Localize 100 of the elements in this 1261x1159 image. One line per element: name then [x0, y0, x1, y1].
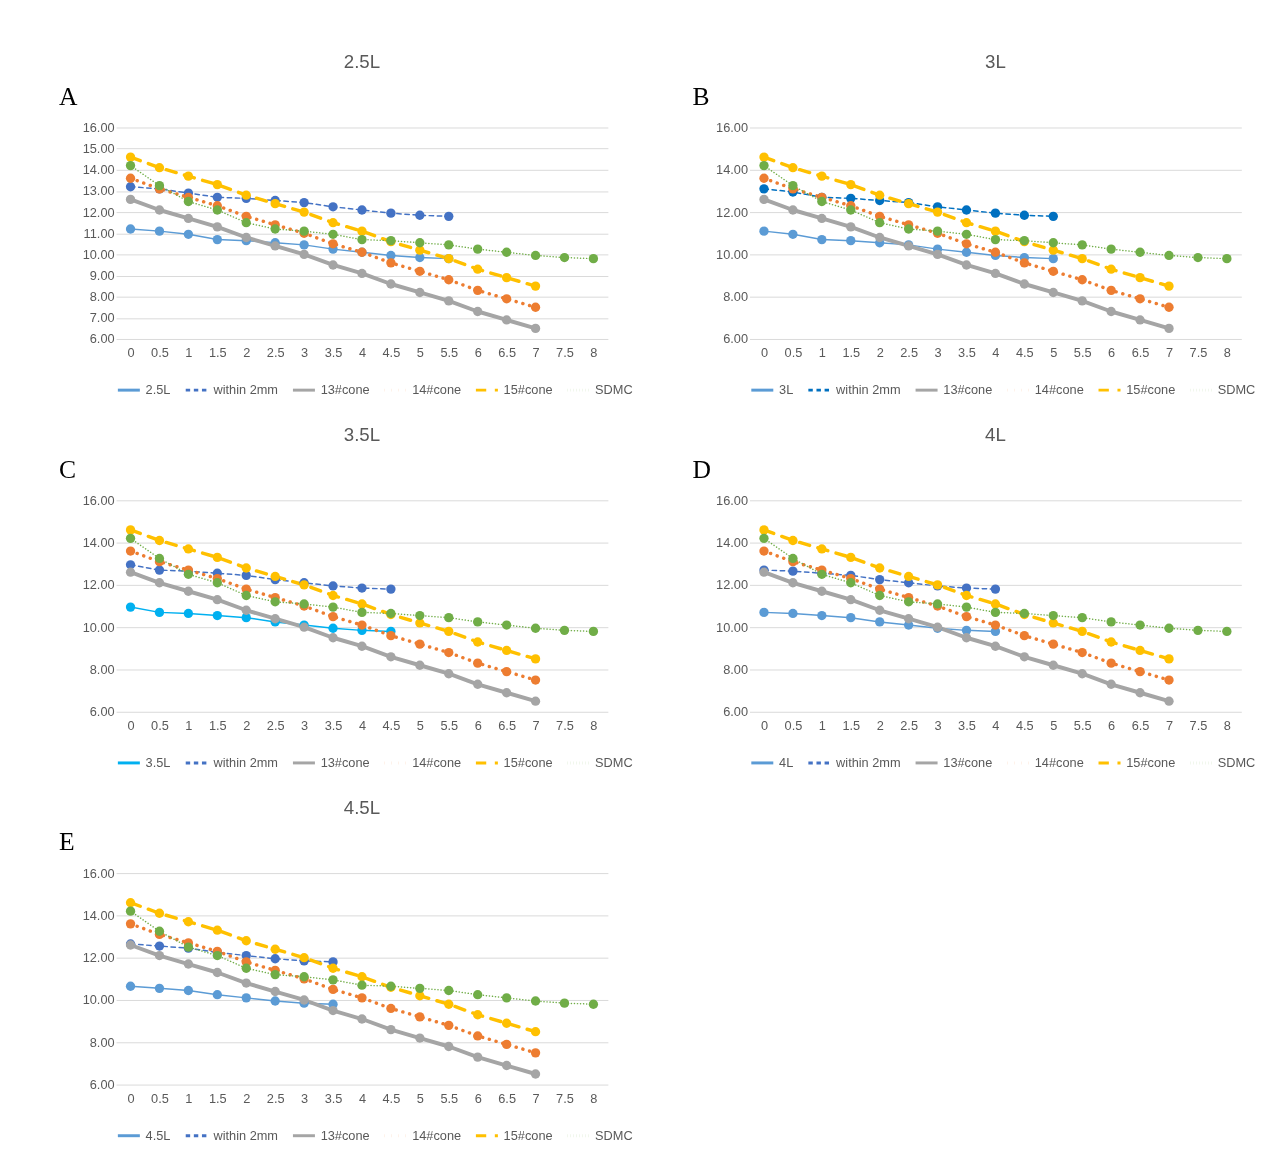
x-tick-label: 5 — [416, 717, 424, 733]
x-tick-label: 7 — [532, 345, 540, 361]
x-tick-label: 8 — [590, 717, 598, 733]
x-tick-label: 6 — [474, 717, 482, 733]
legend-label: 13#cone — [943, 382, 993, 398]
text: B — [692, 81, 710, 111]
x-tick-label: 2 — [243, 717, 251, 733]
legend-label: 3.5L — [145, 754, 171, 770]
x-tick-label: 7 — [1165, 717, 1174, 733]
x-tick-label: 3.5 — [958, 345, 976, 361]
chart-title: 4L — [985, 424, 1006, 446]
x-tick-label: 4 — [992, 345, 1000, 361]
legend-label: within 2mm — [212, 754, 279, 770]
x-tick-label: 5 — [1050, 717, 1058, 733]
x-tick-label: 4 — [992, 717, 1000, 733]
x-tick-label: 5.5 — [440, 717, 459, 733]
y-tick-label: 16.00 — [82, 865, 115, 881]
legend-label: SDMC — [595, 1127, 633, 1143]
y-tick-label: 10.00 — [82, 246, 115, 262]
legend-label: SDMC — [595, 382, 633, 398]
x-tick-label: 8 — [590, 1090, 598, 1106]
x-tick-label: 1.5 — [208, 1090, 227, 1106]
legend-label: 14#cone — [1034, 754, 1084, 770]
y-tick-label: 12.00 — [82, 204, 115, 220]
y-tick-label: 6.00 — [723, 331, 749, 347]
y-tick-label: 8.00 — [89, 661, 115, 677]
y-tick-label: 14.00 — [82, 535, 115, 551]
x-tick-label: 1.5 — [208, 345, 227, 361]
x-tick-label: 0.5 — [151, 345, 169, 361]
x-tick-label: 6.5 — [1131, 717, 1150, 733]
x-tick-label: 6 — [1108, 717, 1116, 733]
text: C — [59, 454, 77, 484]
x-tick-label: 7.5 — [1189, 717, 1208, 733]
y-tick-label: 14.00 — [82, 162, 115, 178]
y-tick-label: 7.00 — [89, 310, 115, 326]
x-tick-label: 5.5 — [1073, 345, 1092, 361]
legend-label: 14#cone — [412, 382, 462, 398]
legend-label: 13#cone — [320, 754, 370, 770]
legend-label: within 2mm — [835, 754, 901, 770]
x-tick-label: 4.5 — [1015, 717, 1034, 733]
x-tick-label: 3.5 — [324, 717, 343, 733]
x-tick-label: 0 — [127, 345, 135, 361]
x-tick-label: 7.5 — [556, 717, 574, 733]
legend-label: 13#cone — [320, 382, 370, 398]
x-tick-label: 0 — [127, 1090, 135, 1106]
x-tick-label: 1 — [818, 345, 826, 361]
x-tick-label: 7.5 — [556, 1090, 574, 1106]
legend-label: SDMC — [595, 754, 633, 770]
x-tick-label: 0 — [760, 717, 769, 733]
x-tick-label: 6 — [474, 1090, 482, 1106]
x-tick-label: 3 — [301, 717, 309, 733]
legend-label: 2.5L — [145, 382, 171, 398]
legend-label: 13#cone — [320, 1127, 370, 1143]
y-tick-label: 9.00 — [89, 267, 115, 283]
x-tick-label: 3.5 — [324, 345, 343, 361]
x-tick-label: 2.5 — [266, 345, 285, 361]
x-tick-label: 6.5 — [498, 1090, 516, 1106]
x-tick-label: 8 — [590, 345, 598, 361]
y-tick-label: 16.00 — [716, 492, 749, 508]
chart-title: 2.5L — [343, 51, 381, 73]
legend-label: 3L — [779, 382, 794, 398]
text: D — [692, 454, 711, 484]
x-tick-label: 4.5 — [382, 345, 401, 361]
x-tick-label: 8 — [1223, 345, 1231, 361]
x-tick-label: 3.5 — [324, 1090, 343, 1106]
y-tick-label: 16.00 — [82, 119, 115, 135]
y-tick-label: 14.00 — [82, 907, 115, 923]
x-tick-label: 1.5 — [208, 717, 227, 733]
y-tick-label: 14.00 — [716, 162, 749, 178]
x-tick-label: 1.5 — [842, 717, 861, 733]
legend-label: within 2mm — [212, 1127, 279, 1143]
x-tick-label: 2.5 — [900, 345, 918, 361]
x-tick-label: 2 — [876, 345, 884, 361]
x-tick-label: 7 — [532, 1090, 540, 1106]
y-tick-label: 6.00 — [89, 1077, 115, 1092]
x-tick-label: 2 — [876, 717, 884, 733]
legend-label: 13#cone — [943, 754, 993, 770]
x-tick-label: 6 — [1108, 345, 1116, 361]
x-tick-label: 2 — [243, 345, 251, 361]
x-tick-label: 2 — [243, 1090, 251, 1106]
y-tick-label: 16.00 — [82, 492, 115, 508]
x-tick-label: 3 — [934, 345, 942, 361]
y-tick-label: 10.00 — [716, 619, 749, 635]
y-tick-label: 11.00 — [83, 225, 115, 241]
legend-label: 15#cone — [1126, 754, 1176, 770]
legend-label: 4L — [779, 754, 794, 770]
legend-label: SDMC — [1217, 382, 1256, 398]
y-tick-label: 14.00 — [716, 535, 749, 551]
legend-label: 15#cone — [503, 1127, 553, 1143]
legend-label: within 2mm — [212, 382, 279, 398]
x-tick-label: 0.5 — [151, 717, 169, 733]
x-tick-label: 0.5 — [784, 717, 803, 733]
y-tick-label: 6.00 — [89, 704, 115, 720]
legend-label: SDMC — [1217, 754, 1256, 770]
x-tick-label: 7.5 — [556, 345, 574, 361]
y-tick-label: 10.00 — [82, 992, 115, 1008]
x-tick-label: 4.5 — [382, 717, 401, 733]
x-tick-label: 5.5 — [440, 1090, 459, 1106]
y-tick-label: 6.00 — [89, 331, 115, 347]
x-tick-label: 6.5 — [498, 345, 516, 361]
